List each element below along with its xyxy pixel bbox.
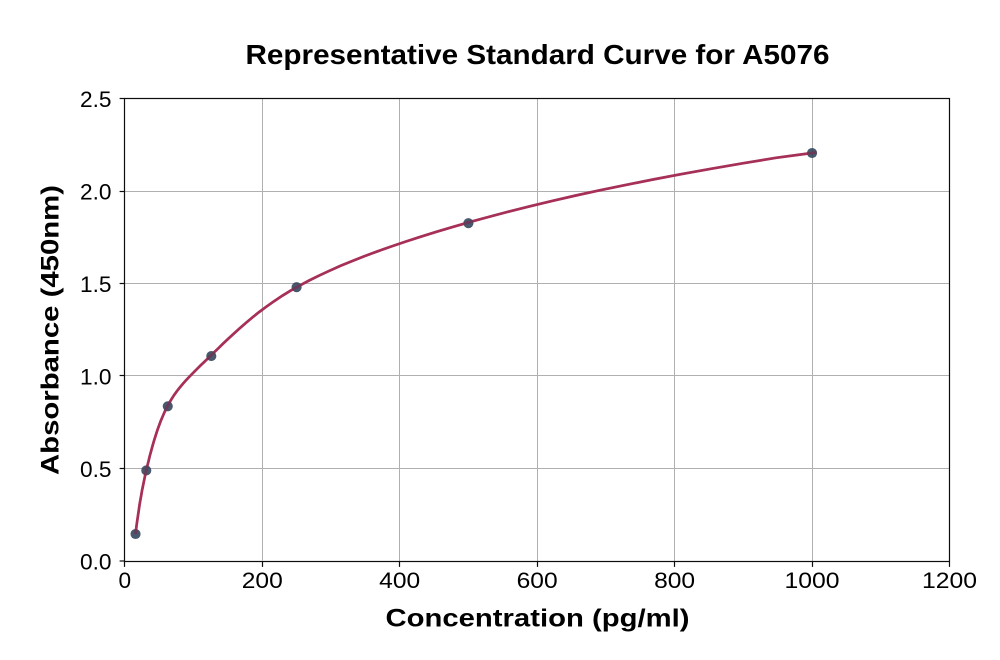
svg-text:Concentration (pg/ml): Concentration (pg/ml) — [386, 604, 690, 632]
svg-text:600: 600 — [517, 568, 558, 593]
svg-text:200: 200 — [242, 568, 283, 593]
svg-text:1000: 1000 — [785, 568, 840, 593]
svg-text:800: 800 — [654, 568, 695, 593]
svg-text:2.0: 2.0 — [80, 180, 112, 205]
svg-text:2.5: 2.5 — [80, 87, 112, 112]
svg-text:1.5: 1.5 — [80, 272, 112, 297]
svg-text:1200: 1200 — [922, 568, 977, 593]
svg-text:0.0: 0.0 — [80, 550, 112, 575]
svg-text:400: 400 — [379, 568, 420, 593]
svg-text:Absorbance (450nm): Absorbance (450nm) — [37, 185, 65, 475]
svg-text:Representative Standard Curve: Representative Standard Curve for A5076 — [246, 39, 830, 70]
svg-text:0: 0 — [119, 568, 132, 593]
svg-text:1.0: 1.0 — [80, 365, 112, 390]
svg-text:0.5: 0.5 — [80, 457, 112, 482]
